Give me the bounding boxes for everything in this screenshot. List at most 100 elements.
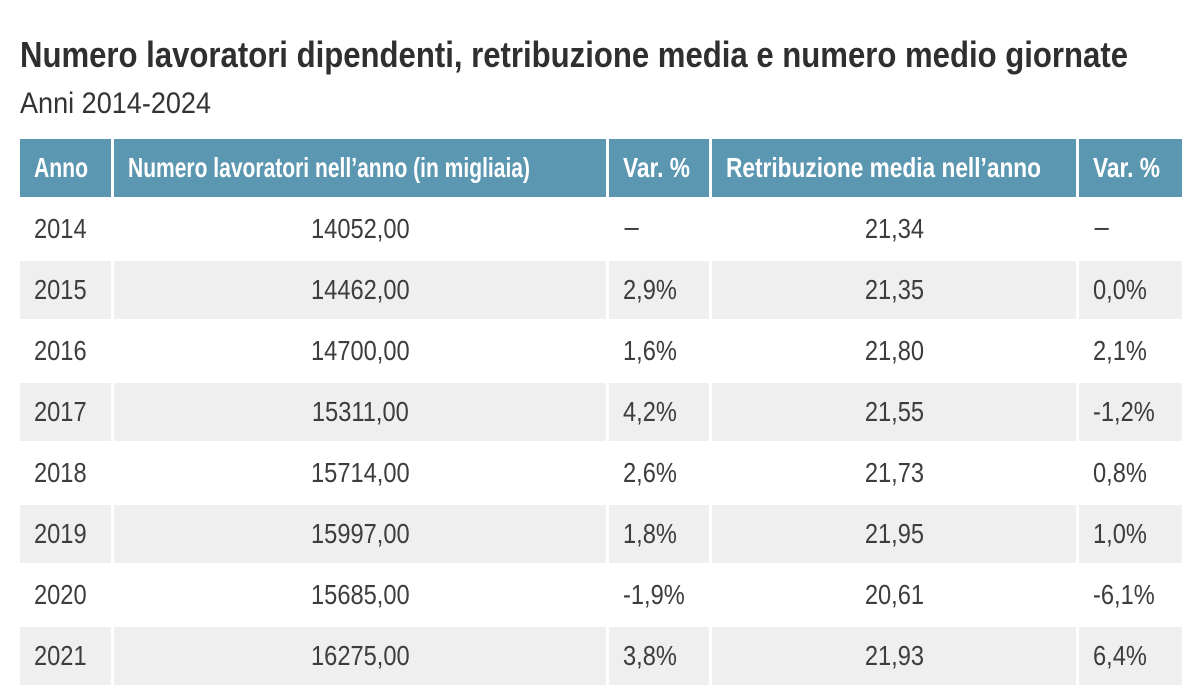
cell-value: 15685,00 bbox=[310, 579, 410, 610]
cell-retribuzione_media: 21,55 bbox=[712, 383, 1076, 441]
cell-value: 21,93 bbox=[864, 640, 924, 671]
cell-anno: 2015 bbox=[20, 261, 111, 319]
cell-value: 21,35 bbox=[864, 274, 924, 305]
page-title: Numero lavoratori dipendenti, retribuzio… bbox=[20, 34, 1128, 75]
cell-value: 21,34 bbox=[864, 213, 924, 244]
cell-var_retribuzione: -6,1% bbox=[1079, 566, 1182, 624]
cell-var_retribuzione: − bbox=[1079, 200, 1182, 258]
column-header-5: Var. % bbox=[1079, 139, 1182, 197]
cell-value: 14700,00 bbox=[310, 335, 410, 366]
cell-anno: 2019 bbox=[20, 505, 111, 563]
cell-value: 2,9% bbox=[623, 274, 677, 305]
cell-value: 14052,00 bbox=[310, 213, 410, 244]
cell-value: 21,95 bbox=[864, 518, 924, 549]
cell-value: 1,6% bbox=[623, 335, 677, 366]
cell-numero_lavoratori: 15714,00 bbox=[114, 444, 606, 502]
cell-numero_lavoratori: 14052,00 bbox=[114, 200, 606, 258]
cell-var_retribuzione: 0,8% bbox=[1079, 444, 1182, 502]
table-row-2015: 2015 14462,00 2,9% 21,35 0,0% bbox=[20, 261, 1182, 319]
cell-value: 15714,00 bbox=[310, 457, 410, 488]
column-header-4: Retribuzione media nell’anno bbox=[712, 139, 1076, 197]
cell-value: 2021 bbox=[34, 640, 87, 671]
cell-anno: 2014 bbox=[20, 200, 111, 258]
column-header-label: Retribuzione media nell’anno bbox=[726, 152, 1041, 183]
cell-anno: 2016 bbox=[20, 322, 111, 380]
cell-value: -1,2% bbox=[1093, 396, 1155, 427]
cell-value: 2014 bbox=[34, 213, 87, 244]
column-header-2: Numero lavoratori nell’anno (in migliaia… bbox=[114, 139, 606, 197]
table-row-2018: 2018 15714,00 2,6% 21,73 0,8% bbox=[20, 444, 1182, 502]
cell-value: − bbox=[1093, 213, 1111, 244]
cell-value: 2,1% bbox=[1093, 335, 1147, 366]
cell-anno: 2018 bbox=[20, 444, 111, 502]
cell-retribuzione_media: 21,95 bbox=[712, 505, 1076, 563]
table-row-2016: 2016 14700,00 1,6% 21,80 2,1% bbox=[20, 322, 1182, 380]
column-header-1: Anno bbox=[20, 139, 111, 197]
cell-value: 2019 bbox=[34, 518, 87, 549]
cell-value: 0,8% bbox=[1093, 457, 1147, 488]
cell-retribuzione_media: 21,35 bbox=[712, 261, 1076, 319]
cell-var_lavoratori: 2,9% bbox=[609, 261, 709, 319]
cell-value: − bbox=[623, 213, 641, 244]
cell-var_lavoratori: 4,2% bbox=[609, 383, 709, 441]
cell-value: 4,2% bbox=[623, 396, 677, 427]
table-header-row: Anno Numero lavoratori nell’anno (in migl… bbox=[20, 139, 1182, 197]
cell-retribuzione_media: 21,73 bbox=[712, 444, 1076, 502]
cell-value: 3,8% bbox=[623, 640, 677, 671]
cell-retribuzione_media: 20,61 bbox=[712, 566, 1076, 624]
table-row-2020: 2020 15685,00 -1,9% 20,61 -6,1% bbox=[20, 566, 1182, 624]
cell-value: 2020 bbox=[34, 579, 87, 610]
cell-value: 6,4% bbox=[1093, 640, 1147, 671]
data-table: Anno Numero lavoratori nell’anno (in migl… bbox=[17, 136, 1185, 688]
cell-value: 2017 bbox=[34, 396, 87, 427]
column-header-3: Var. % bbox=[609, 139, 709, 197]
cell-var_retribuzione: -1,2% bbox=[1079, 383, 1182, 441]
cell-value: 0,0% bbox=[1093, 274, 1147, 305]
cell-retribuzione_media: 21,34 bbox=[712, 200, 1076, 258]
cell-var_retribuzione: 0,0% bbox=[1079, 261, 1182, 319]
cell-value: 2,6% bbox=[623, 457, 677, 488]
cell-var_lavoratori: − bbox=[609, 200, 709, 258]
cell-retribuzione_media: 21,93 bbox=[712, 627, 1076, 685]
cell-var_lavoratori: 1,6% bbox=[609, 322, 709, 380]
cell-anno: 2017 bbox=[20, 383, 111, 441]
table-header: Anno Numero lavoratori nell’anno (in migl… bbox=[20, 139, 1182, 197]
cell-value: 1,0% bbox=[1093, 518, 1147, 549]
cell-numero_lavoratori: 14700,00 bbox=[114, 322, 606, 380]
cell-value: -6,1% bbox=[1093, 579, 1155, 610]
table-row-2014: 2014 14052,00 − 21,34 − bbox=[20, 200, 1182, 258]
table-row-2021: 2021 16275,00 3,8% 21,93 6,4% bbox=[20, 627, 1182, 685]
cell-value: 2018 bbox=[34, 457, 87, 488]
cell-var_lavoratori: -1,9% bbox=[609, 566, 709, 624]
cell-value: 1,8% bbox=[623, 518, 677, 549]
cell-value: 14462,00 bbox=[310, 274, 410, 305]
cell-value: 20,61 bbox=[864, 579, 924, 610]
column-header-label: Var. % bbox=[1093, 152, 1160, 183]
cell-value: 21,80 bbox=[864, 335, 924, 366]
cell-numero_lavoratori: 15311,00 bbox=[114, 383, 606, 441]
cell-numero_lavoratori: 15685,00 bbox=[114, 566, 606, 624]
cell-anno: 2020 bbox=[20, 566, 111, 624]
cell-var_lavoratori: 3,8% bbox=[609, 627, 709, 685]
cell-var_retribuzione: 2,1% bbox=[1079, 322, 1182, 380]
cell-var_retribuzione: 6,4% bbox=[1079, 627, 1182, 685]
cell-value: 15311,00 bbox=[311, 396, 409, 427]
cell-retribuzione_media: 21,80 bbox=[712, 322, 1076, 380]
table-row-2019: 2019 15997,00 1,8% 21,95 1,0% bbox=[20, 505, 1182, 563]
cell-value: 15997,00 bbox=[310, 518, 410, 549]
column-header-label: Anno bbox=[34, 152, 88, 183]
table-body: 2014 14052,00 − 21,34 − 2015 14462,00 2,9% 21,35… bbox=[20, 200, 1182, 685]
cell-anno: 2021 bbox=[20, 627, 111, 685]
cell-numero_lavoratori: 16275,00 bbox=[114, 627, 606, 685]
cell-numero_lavoratori: 15997,00 bbox=[114, 505, 606, 563]
cell-value: -1,9% bbox=[623, 579, 685, 610]
page-subtitle: Anni 2014-2024 bbox=[20, 87, 211, 120]
cell-value: 21,73 bbox=[864, 457, 924, 488]
column-header-label: Var. % bbox=[623, 152, 690, 183]
cell-var_lavoratori: 1,8% bbox=[609, 505, 709, 563]
cell-value: 2015 bbox=[34, 274, 87, 305]
cell-value: 16275,00 bbox=[310, 640, 410, 671]
cell-value: 21,55 bbox=[864, 396, 924, 427]
cell-numero_lavoratori: 14462,00 bbox=[114, 261, 606, 319]
